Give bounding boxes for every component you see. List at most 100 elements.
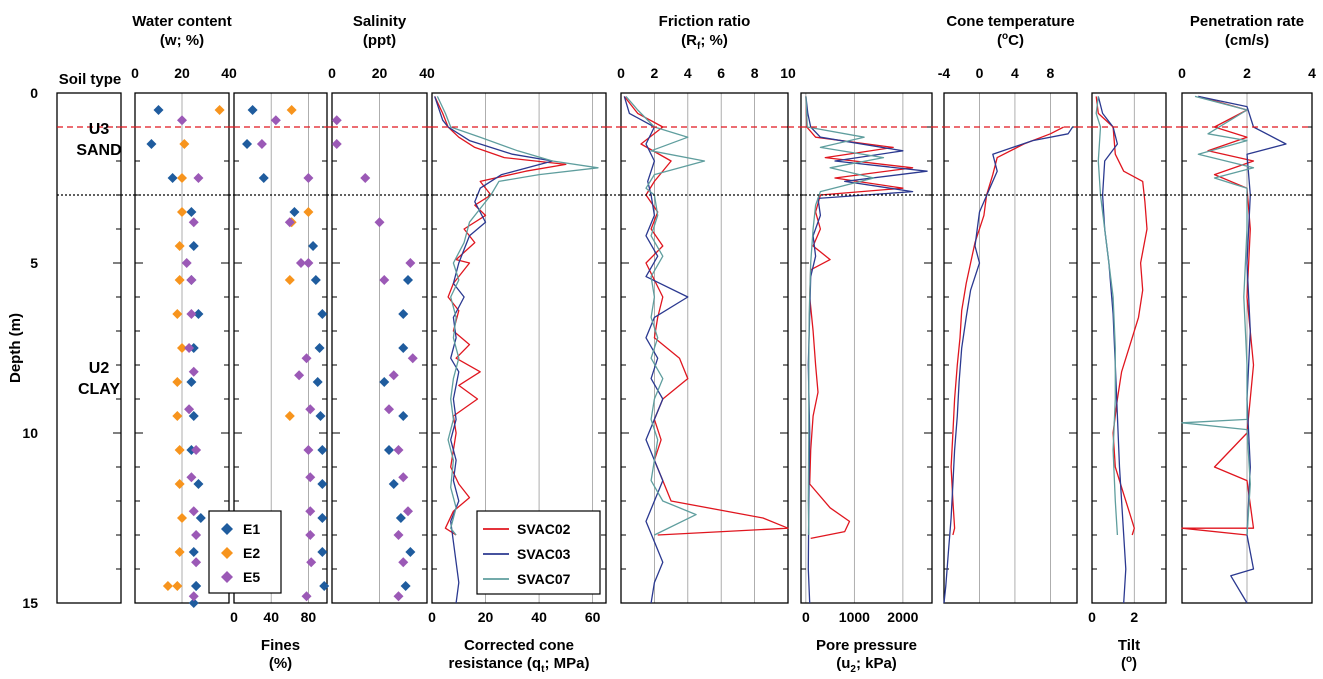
panel-frame (431, 92, 607, 604)
marker-e1 (308, 241, 319, 251)
marker-e1 (188, 547, 199, 557)
marker-e1 (317, 547, 328, 557)
panel-frame (331, 92, 428, 604)
depth-tick-label: 0 (30, 85, 38, 101)
marker-e2 (303, 207, 314, 217)
panel-frame (943, 92, 1078, 604)
legend-label-e1: E1 (243, 521, 260, 537)
marker-e5 (360, 173, 371, 183)
x-tick-label: 2000 (887, 609, 918, 625)
marker-e5 (403, 506, 413, 517)
marker-e2 (177, 513, 187, 523)
marker-e1 (188, 241, 199, 251)
marker-e1 (188, 598, 199, 608)
panel-frame (1091, 92, 1167, 604)
marker-e5 (188, 506, 199, 517)
legend-marker-e5 (221, 571, 233, 583)
marker-e5 (184, 343, 195, 353)
marker-e5 (193, 173, 204, 183)
marker-e1 (188, 411, 199, 421)
x-tick-label: 0 (617, 65, 625, 81)
marker-e5 (191, 530, 202, 540)
marker-e1 (317, 479, 328, 489)
marker-e5 (191, 557, 202, 568)
x-tick-label: 20 (478, 609, 494, 625)
panel-xlabel-2: (o) (1121, 654, 1137, 672)
panel-xlabel: Fines (261, 637, 300, 654)
soil-unit-u3-material: SAND (76, 142, 121, 159)
series-line-svac07 (805, 96, 885, 536)
marker-e5 (388, 370, 399, 381)
series-line-svac03 (623, 96, 689, 604)
soil-type-header: Soil type (59, 71, 122, 88)
marker-e2 (174, 445, 185, 455)
series-line-svac02 (950, 126, 1064, 536)
x-tick-label: 1000 (839, 609, 870, 625)
panel-frame (233, 92, 328, 604)
marker-e5 (305, 530, 316, 540)
depth-tick-label: 10 (22, 425, 38, 441)
x-tick-label: -4 (938, 65, 951, 81)
marker-e1 (405, 547, 416, 557)
panel-penetration_rate (1181, 92, 1313, 604)
panel-frame (134, 92, 230, 604)
x-tick-label: 40 (531, 609, 547, 625)
panel-xlabel: Corrected cone (464, 637, 574, 654)
marker-e1 (388, 479, 399, 489)
marker-e1 (193, 309, 204, 319)
series-line-svac07 (1181, 95, 1255, 536)
marker-e5 (284, 217, 295, 228)
marker-e2 (174, 547, 185, 557)
legend-label-svac03: SVAC03 (517, 546, 571, 562)
marker-e1 (258, 173, 269, 183)
x-tick-label: 0 (1088, 609, 1096, 625)
marker-e5 (393, 445, 404, 455)
marker-e2 (174, 241, 185, 251)
marker-e5 (384, 404, 394, 415)
x-tick-label: 0 (802, 609, 810, 625)
x-tick-label: 2 (1130, 609, 1138, 625)
x-tick-label: 20 (372, 65, 388, 81)
panel-xlabel: Tilt (1118, 637, 1140, 654)
marker-e5 (186, 275, 197, 285)
panel-frame (800, 92, 933, 604)
marker-e2 (179, 139, 190, 149)
marker-e1 (312, 377, 323, 387)
panel-xlabel-2: (%) (269, 655, 292, 672)
marker-e1 (247, 105, 258, 115)
soil-unit-u3-name: U3 (89, 121, 110, 138)
marker-e5 (303, 173, 314, 183)
panel-subtitle: (w; %) (160, 32, 204, 49)
marker-e5 (294, 370, 305, 381)
marker-e1 (400, 581, 411, 591)
marker-e1 (242, 139, 253, 149)
marker-e5 (188, 217, 199, 228)
panel-title: Cone temperature (946, 13, 1074, 30)
x-tick-label: 8 (751, 65, 759, 81)
marker-e2 (172, 377, 183, 387)
x-tick-label: 4 (684, 65, 692, 81)
marker-e2 (177, 343, 187, 353)
depth-tick-label: 15 (22, 595, 38, 611)
series-line-svac02 (1095, 96, 1148, 536)
marker-e1 (395, 513, 406, 523)
marker-e5 (407, 353, 418, 364)
marker-e1 (319, 581, 330, 591)
marker-e1 (314, 343, 325, 353)
marker-e5 (186, 309, 197, 319)
series-line-svac02 (1181, 95, 1255, 536)
x-tick-label: 10 (780, 65, 796, 81)
panel-water_content (134, 92, 230, 608)
x-tick-label: 40 (221, 65, 237, 81)
x-tick-label: 0 (428, 609, 436, 625)
panel-subtitle: (cm/s) (1225, 32, 1269, 49)
marker-e5 (186, 472, 197, 483)
marker-e5 (301, 353, 312, 364)
x-tick-label: 40 (419, 65, 435, 81)
marker-e2 (172, 581, 183, 591)
marker-e5 (184, 404, 195, 415)
marker-e1 (146, 139, 157, 149)
marker-e5 (181, 258, 192, 268)
x-tick-label: 6 (717, 65, 725, 81)
